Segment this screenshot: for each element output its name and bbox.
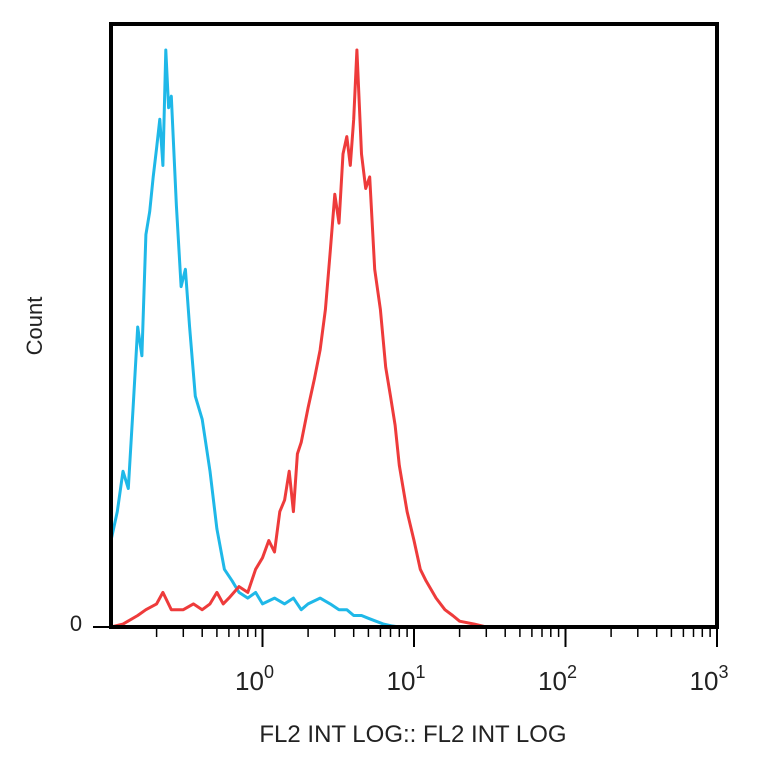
- y-ticks-layer: 0: [70, 611, 111, 636]
- series-line-1: [109, 48, 717, 629]
- y-tick-label: 0: [70, 611, 82, 636]
- x-tick-exponent: 3: [718, 662, 728, 682]
- series-line-2: [110, 48, 717, 629]
- x-tick-label: 102: [538, 662, 577, 696]
- series-layer: [109, 48, 717, 629]
- x-tick-base: 10: [690, 666, 719, 696]
- x-tick-label: 103: [690, 662, 729, 696]
- x-tick-label: 100: [235, 662, 274, 696]
- x-tick-exponent: 1: [415, 662, 425, 682]
- x-ticks-layer: 100 101 102 103: [155, 627, 729, 696]
- x-tick-exponent: 2: [567, 662, 577, 682]
- x-tick-exponent: 0: [264, 662, 274, 682]
- x-axis-title: FL2 INT LOG:: FL2 INT LOG: [259, 721, 566, 748]
- y-axis-title: Count: [22, 297, 47, 356]
- x-tick-base: 10: [538, 666, 567, 696]
- x-tick-base: 10: [235, 666, 264, 696]
- x-tick-label: 101: [387, 662, 426, 696]
- x-tick-base: 10: [387, 666, 416, 696]
